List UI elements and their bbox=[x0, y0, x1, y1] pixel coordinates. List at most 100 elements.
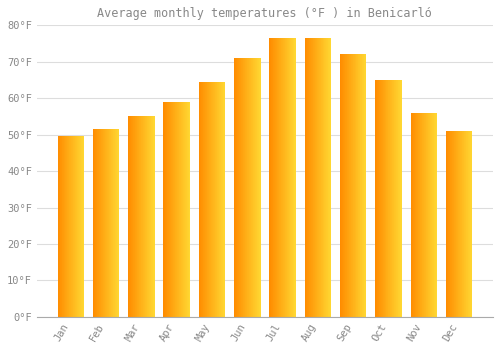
Bar bbox=[378, 80, 379, 317]
Bar bbox=[320, 38, 321, 317]
Bar bbox=[78, 136, 80, 317]
Bar bbox=[152, 117, 154, 317]
Bar bbox=[65, 136, 66, 317]
Bar bbox=[67, 136, 68, 317]
Bar bbox=[285, 38, 286, 317]
Bar bbox=[430, 113, 431, 317]
Bar bbox=[176, 102, 178, 317]
Bar bbox=[94, 129, 95, 317]
Bar bbox=[316, 38, 317, 317]
Bar bbox=[140, 117, 141, 317]
Bar bbox=[253, 58, 254, 317]
Bar bbox=[74, 136, 75, 317]
Bar bbox=[283, 38, 284, 317]
Bar bbox=[224, 82, 225, 317]
Bar bbox=[413, 113, 414, 317]
Bar bbox=[220, 82, 221, 317]
Bar bbox=[358, 55, 359, 317]
Bar bbox=[136, 117, 138, 317]
Bar bbox=[432, 113, 433, 317]
Bar bbox=[222, 82, 223, 317]
Bar bbox=[418, 113, 419, 317]
Bar bbox=[342, 55, 344, 317]
Bar bbox=[315, 38, 316, 317]
Bar bbox=[188, 102, 190, 317]
Bar bbox=[286, 38, 287, 317]
Bar bbox=[58, 136, 59, 317]
Bar bbox=[356, 55, 357, 317]
Bar bbox=[95, 129, 96, 317]
Bar bbox=[449, 131, 450, 317]
Bar bbox=[411, 113, 412, 317]
Bar bbox=[319, 38, 320, 317]
Bar bbox=[359, 55, 360, 317]
Bar bbox=[98, 129, 99, 317]
Bar bbox=[394, 80, 395, 317]
Bar bbox=[294, 38, 295, 317]
Bar bbox=[469, 131, 470, 317]
Bar bbox=[470, 131, 471, 317]
Bar bbox=[317, 38, 318, 317]
Bar bbox=[292, 38, 293, 317]
Bar bbox=[101, 129, 102, 317]
Bar bbox=[164, 102, 165, 317]
Bar bbox=[63, 136, 64, 317]
Bar bbox=[293, 38, 294, 317]
Bar bbox=[365, 55, 366, 317]
Bar bbox=[238, 58, 240, 317]
Bar bbox=[465, 131, 466, 317]
Bar bbox=[114, 129, 116, 317]
Bar bbox=[256, 58, 257, 317]
Bar bbox=[110, 129, 112, 317]
Bar bbox=[425, 113, 426, 317]
Bar bbox=[221, 82, 222, 317]
Bar bbox=[287, 38, 288, 317]
Bar bbox=[363, 55, 364, 317]
Bar bbox=[259, 58, 260, 317]
Bar bbox=[132, 117, 133, 317]
Bar bbox=[379, 80, 380, 317]
Bar bbox=[383, 80, 384, 317]
Bar bbox=[182, 102, 184, 317]
Bar bbox=[306, 38, 308, 317]
Bar bbox=[270, 38, 272, 317]
Bar bbox=[208, 82, 210, 317]
Bar bbox=[72, 136, 73, 317]
Bar bbox=[288, 38, 289, 317]
Bar bbox=[218, 82, 220, 317]
Bar bbox=[96, 129, 97, 317]
Bar bbox=[325, 38, 326, 317]
Bar bbox=[142, 117, 144, 317]
Bar bbox=[291, 38, 292, 317]
Bar bbox=[68, 136, 69, 317]
Bar bbox=[62, 136, 63, 317]
Bar bbox=[284, 38, 285, 317]
Bar bbox=[104, 129, 105, 317]
Bar bbox=[399, 80, 400, 317]
Bar bbox=[76, 136, 78, 317]
Bar bbox=[467, 131, 468, 317]
Bar bbox=[146, 117, 148, 317]
Bar bbox=[130, 117, 131, 317]
Bar bbox=[248, 58, 250, 317]
Bar bbox=[204, 82, 206, 317]
Bar bbox=[431, 113, 432, 317]
Bar bbox=[463, 131, 464, 317]
Bar bbox=[410, 113, 411, 317]
Bar bbox=[321, 38, 322, 317]
Bar bbox=[240, 58, 242, 317]
Bar bbox=[70, 136, 71, 317]
Bar bbox=[172, 102, 174, 317]
Bar bbox=[347, 55, 348, 317]
Bar bbox=[355, 55, 356, 317]
Bar bbox=[345, 55, 346, 317]
Bar bbox=[381, 80, 382, 317]
Bar bbox=[82, 136, 84, 317]
Bar bbox=[254, 58, 255, 317]
Bar bbox=[170, 102, 172, 317]
Bar bbox=[330, 38, 331, 317]
Bar bbox=[165, 102, 166, 317]
Bar bbox=[460, 131, 461, 317]
Bar bbox=[246, 58, 248, 317]
Bar bbox=[129, 117, 130, 317]
